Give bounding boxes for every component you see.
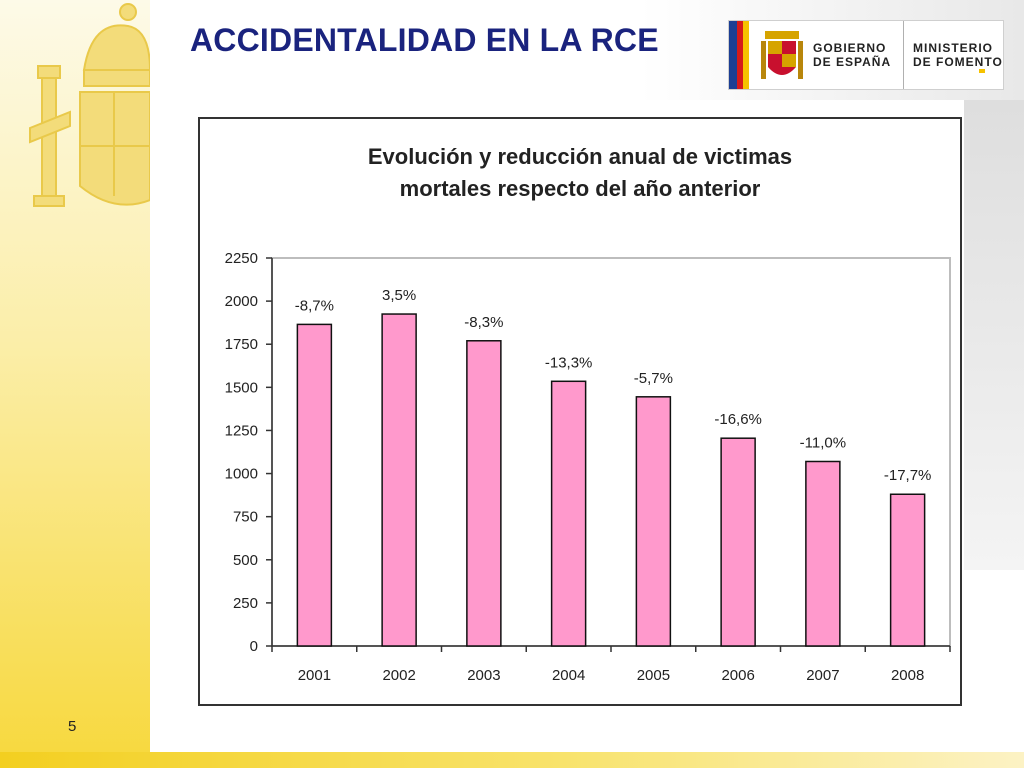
spain-shield-icon [761,31,803,79]
logo-line-4: DE FOMENTO [913,55,1003,69]
data-label: 3,5% [382,287,416,304]
y-tick-label: 1500 [225,379,258,396]
chart-container: Evolución y reducción anual de victimas … [198,117,962,706]
data-label: -16,6% [714,411,762,428]
plot-area [271,257,951,647]
data-label: -17,7% [884,467,932,484]
bar-chart: 0 250 500 750 1000 1250 1500 1750 2000 2250 -8,7% 2… [225,250,951,684]
x-tick-label: 2002 [382,667,415,684]
x-tick-label: 2003 [467,667,500,684]
data-label: -13,3% [545,354,593,371]
chart-title: Evolución y reducción anual de victimas … [200,141,960,205]
bar [889,493,926,647]
y-tick-label: 750 [233,509,258,526]
y-tick-label: 1000 [225,466,258,483]
bar [720,437,756,647]
flag-yellow-stripe [743,21,749,89]
x-tick-label: 2007 [806,667,839,684]
bar [466,340,502,647]
data-label: -8,3% [464,314,503,331]
side-gradient [964,100,1024,570]
gobierno-logo: GOBIERNO DE ESPAÑA MINISTERIO DE FOMENTO [728,20,1004,90]
bar [296,323,333,647]
x-tick-label: 2006 [721,667,754,684]
y-tick-label: 2000 [225,293,258,310]
bar [635,396,672,647]
data-label: -11,0% [800,434,846,451]
y-tick-label: 2250 [225,250,258,267]
flag-red-stripe [737,21,743,89]
y-tick-label: 250 [233,595,258,612]
x-tick-label: 2005 [637,667,670,684]
logo-line-1: GOBIERNO [813,41,887,55]
bottom-decor-band [0,752,1024,768]
slide-title: ACCIDENTALIDAD EN LA RCE [190,22,659,58]
gobierno-text: GOBIERNO DE ESPAÑA [813,41,899,69]
eu-stripe [729,21,737,89]
data-label: -8,7% [295,297,334,314]
y-tick-label: 1750 [225,336,258,353]
bar [550,380,587,647]
page-number: 5 [68,718,77,735]
bar [805,460,841,647]
y-tick-label: 500 [233,552,258,569]
coat-of-arms-watermark-icon [29,3,150,207]
y-tick-label: 0 [250,638,258,655]
data-label: -5,7% [634,370,673,387]
x-tick-label: 2004 [552,667,585,684]
x-tick-label: 2001 [298,667,331,684]
x-tick-label: 2008 [891,667,924,684]
chart-title-line-2: mortales respecto del año anterior [399,176,761,201]
logo-accent [979,69,985,73]
chart-title-line-1: Evolución y reducción anual de victimas [367,144,793,169]
logo-line-3: MINISTERIO [913,41,994,55]
ministerio-text: MINISTERIO DE FOMENTO [913,41,1003,69]
logo-line-2: DE ESPAÑA [813,55,892,69]
y-tick-label: 1250 [225,422,258,439]
logo-divider [903,21,904,89]
bar [381,313,417,647]
